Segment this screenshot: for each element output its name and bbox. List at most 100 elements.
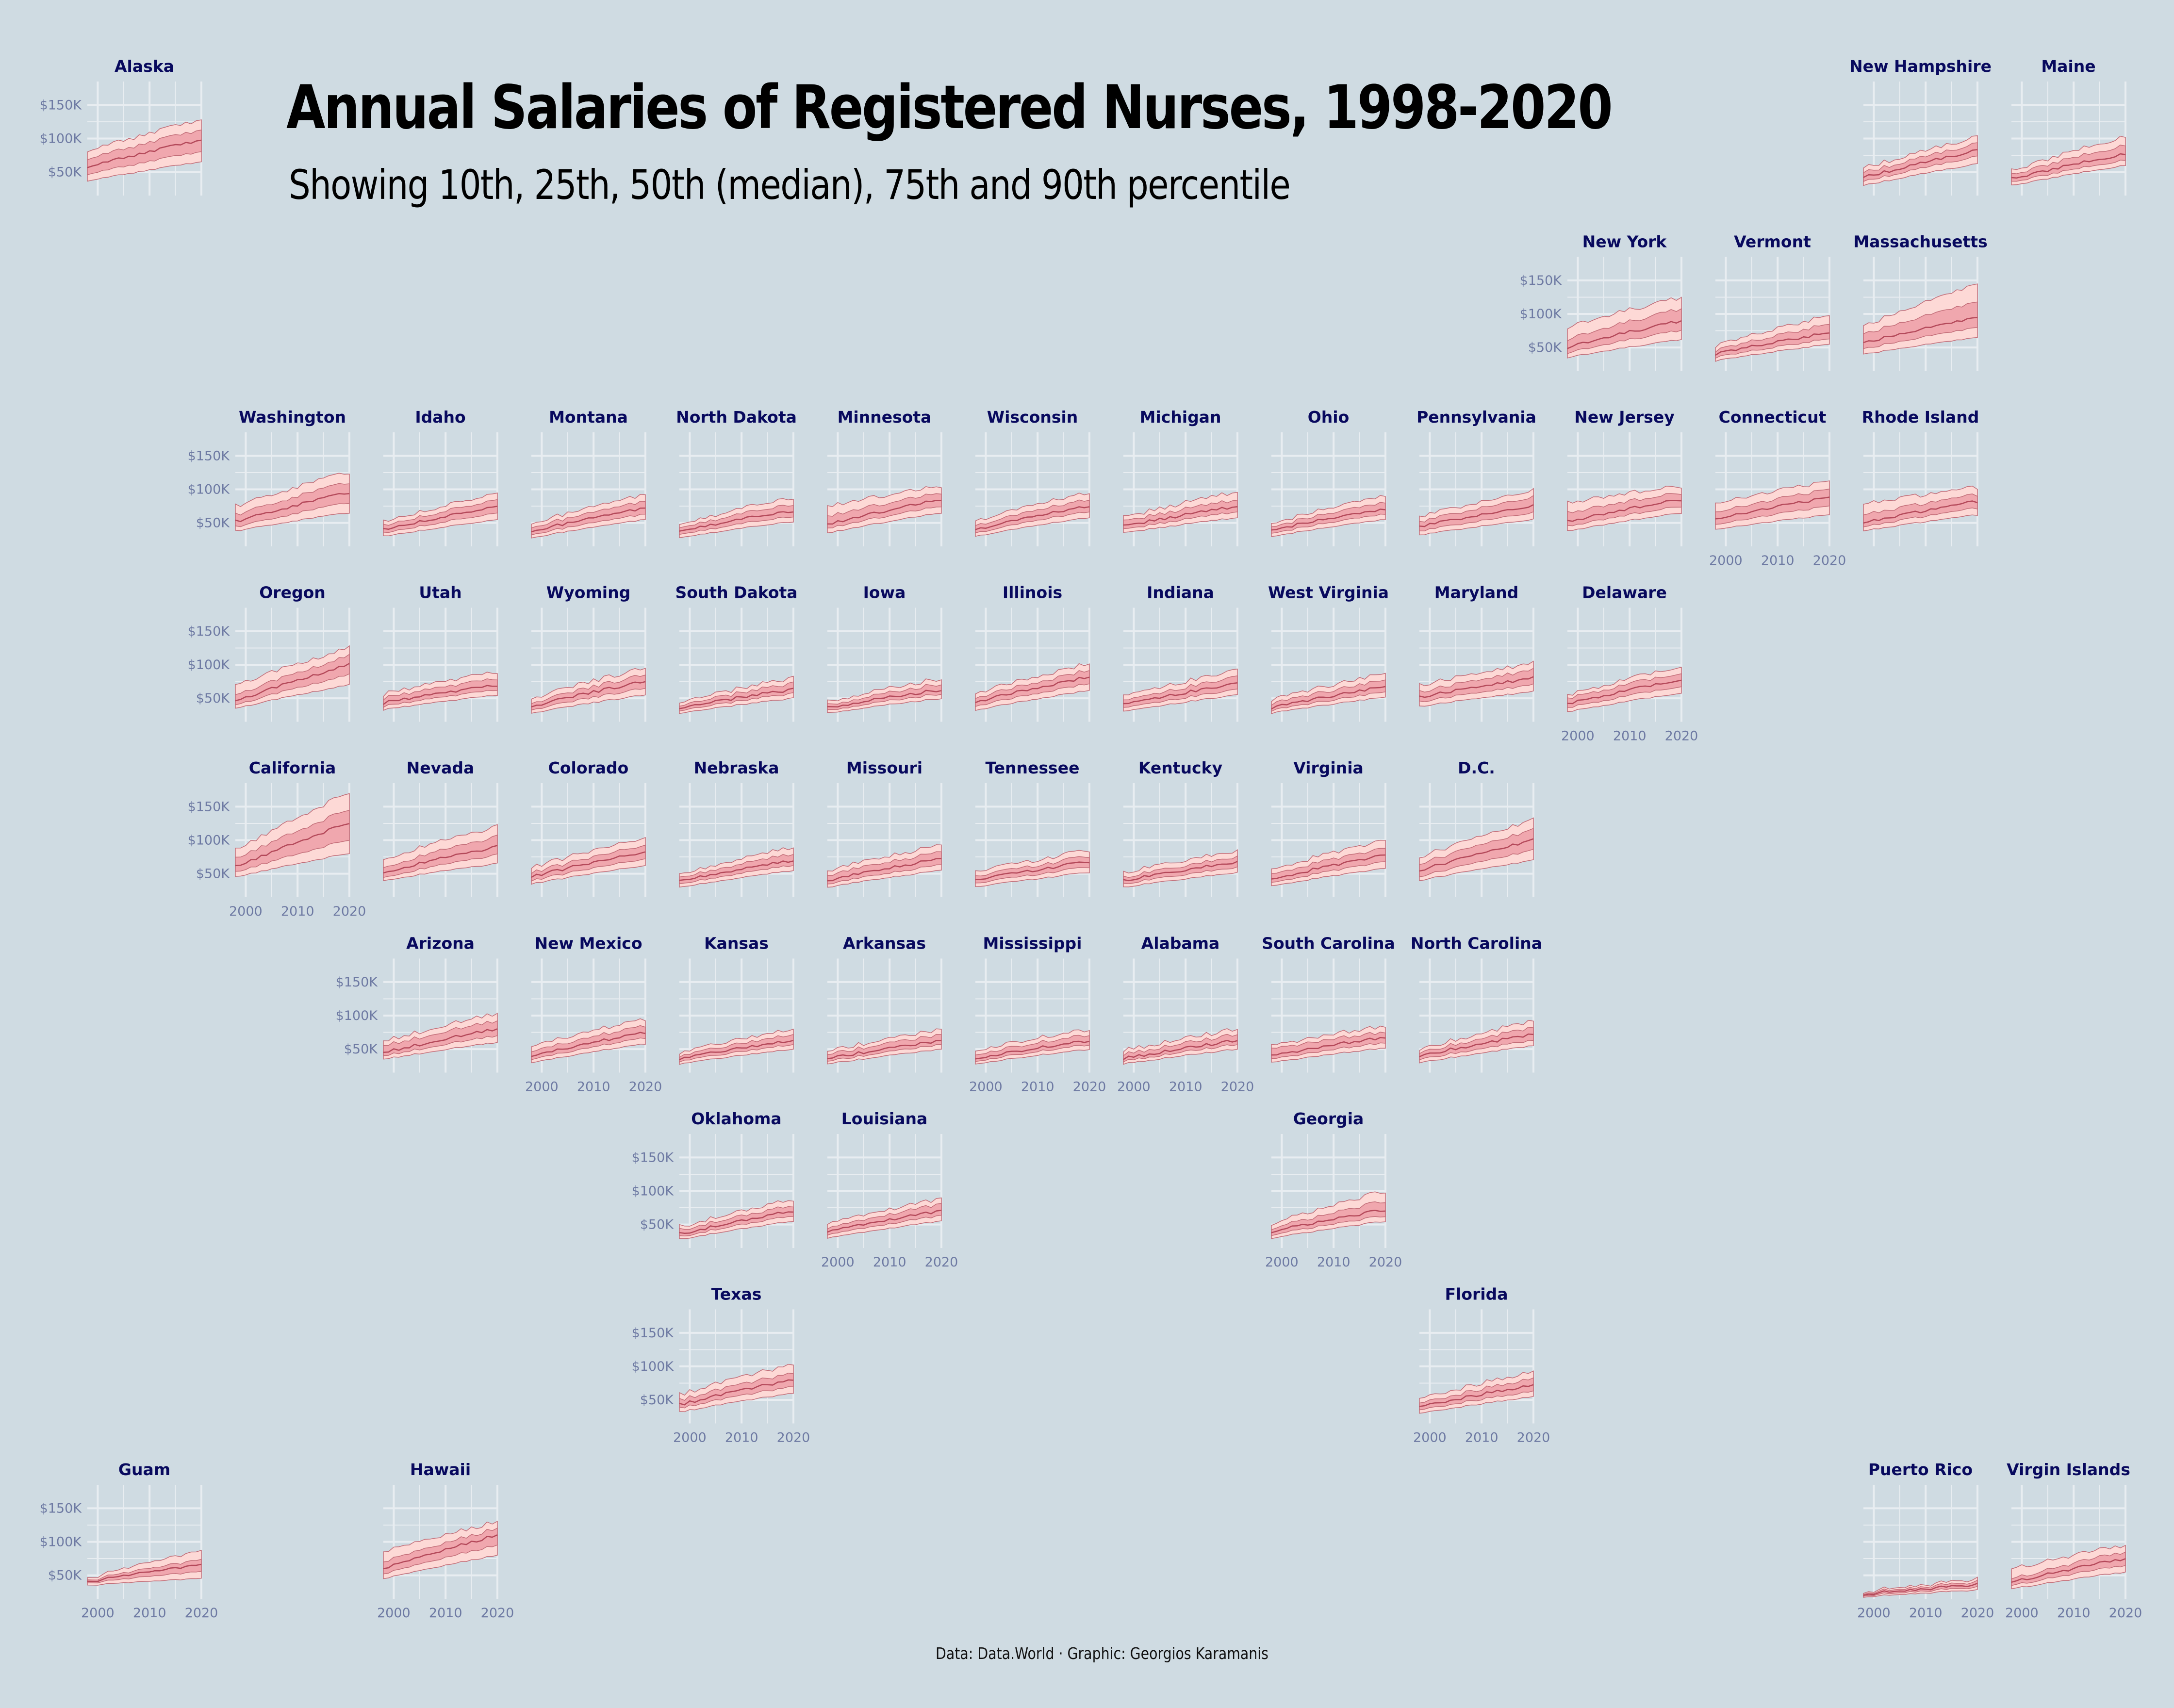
state-label: Wisconsin [987, 408, 1078, 427]
state-label: Maryland [1434, 583, 1519, 602]
y-tick-label: $50K [196, 691, 231, 706]
x-tick-label: 2020 [925, 1255, 958, 1270]
band-p25-p75 [1123, 499, 1238, 529]
panel-alaska: Alaska $50K $100K $150K [40, 57, 202, 196]
band-p25-p75 [1271, 502, 1386, 534]
state-label: Oklahoma [691, 1109, 781, 1128]
y-tick-label: $150K [632, 1150, 675, 1165]
median-line [1419, 1033, 1534, 1057]
panel-guam: Guam $50K $100K $150K 2000 2010 2020 [40, 1460, 218, 1621]
state-label: Virgin Islands [2007, 1460, 2130, 1479]
panel-oklahoma: Oklahoma $50K $100K $150K [632, 1109, 794, 1248]
state-label: Florida [1445, 1285, 1508, 1304]
x-tick-label: 2020 [777, 1430, 810, 1445]
y-tick-label: $150K [336, 975, 379, 990]
x-tick-label: 2010 [873, 1255, 906, 1270]
state-label: Montana [549, 408, 628, 427]
state-label: Wyoming [546, 583, 630, 602]
state-label: Oregon [259, 583, 326, 602]
x-tick-label: 2000 [2005, 1606, 2039, 1621]
x-tick-label: 2020 [1813, 553, 1846, 568]
state-label: Ohio [1308, 408, 1350, 427]
panel-new-jersey: New Jersey [1567, 408, 1682, 546]
x-tick-label: 2000 [1561, 729, 1595, 744]
band-p25-p75 [1567, 673, 1682, 708]
y-tick-label: $150K [1520, 273, 1563, 288]
x-tick-label: 2020 [629, 1080, 662, 1095]
panel-delaware: Delaware 2000 2010 2020 [1561, 583, 1698, 744]
y-tick-label: $100K [188, 657, 231, 673]
y-tick-label: $50K [48, 1568, 82, 1583]
median-line [679, 1379, 794, 1406]
median-line [1715, 332, 1830, 356]
y-tick-label: $50K [196, 516, 231, 531]
panel-ohio: Ohio [1271, 408, 1386, 546]
median-line [975, 861, 1090, 880]
state-label: Alaska [115, 57, 174, 76]
y-tick-label: $50K [344, 1042, 379, 1057]
y-tick-label: $150K [40, 98, 82, 113]
median-line [827, 1210, 942, 1233]
median-line [531, 681, 646, 707]
band-p25-p75 [1123, 1034, 1238, 1063]
median-line [1123, 1040, 1238, 1060]
panel-michigan: Michigan [1123, 408, 1238, 546]
state-label: North Dakota [676, 408, 797, 427]
x-tick-label: 2020 [1221, 1080, 1254, 1095]
y-tick-label: $100K [188, 482, 231, 497]
band-p25-p75 [1123, 675, 1238, 708]
panel-pennsylvania: Pennsylvania [1416, 408, 1536, 546]
panel-montana: Montana [531, 408, 646, 546]
panel-arizona: Arizona $50K $100K $150K [336, 934, 498, 1073]
state-label: Mississippi [983, 934, 1082, 953]
panel-south-carolina: South Carolina [1262, 934, 1395, 1073]
state-label: Virginia [1293, 758, 1364, 777]
state-label: Alabama [1141, 934, 1220, 953]
y-tick-label: $50K [640, 1217, 675, 1232]
median-line [679, 860, 794, 881]
page-subtitle: Showing 10th, 25th, 50th (median), 75th … [289, 161, 1291, 209]
state-label: New Jersey [1574, 408, 1674, 427]
median-line [1863, 316, 1978, 344]
y-tick-label: $100K [40, 1535, 82, 1550]
panel-massachusetts: Massachusetts [1853, 232, 1988, 371]
state-label: Michigan [1140, 408, 1221, 427]
panel-minnesota: Minnesota [827, 408, 942, 546]
state-label: Idaho [415, 408, 465, 427]
median-line [2011, 1558, 2126, 1583]
median-line [1567, 500, 1682, 522]
state-label: Kansas [704, 934, 769, 953]
y-tick-label: $150K [188, 624, 231, 639]
median-line [1271, 1037, 1386, 1056]
median-line [1271, 1210, 1386, 1233]
median-line [1715, 496, 1830, 520]
y-tick-label: $150K [188, 448, 231, 463]
band-p25-p75 [1123, 855, 1238, 885]
state-label: West Virginia [1268, 583, 1389, 602]
state-label: Tennessee [986, 758, 1080, 777]
panel-arkansas: Arkansas [827, 934, 942, 1073]
panel-utah: Utah [383, 583, 498, 722]
median-line [679, 511, 794, 532]
panel-north-dakota: North Dakota [676, 408, 797, 546]
panel-vermont: Vermont [1715, 232, 1830, 371]
state-label: Louisiana [841, 1109, 928, 1128]
band-p25-p75 [2011, 1551, 2126, 1586]
state-label: Colorado [548, 758, 629, 777]
band-p25-p75 [1567, 493, 1682, 526]
state-label: Missouri [846, 758, 922, 777]
median-line [1123, 861, 1238, 882]
x-tick-label: 2000 [821, 1255, 855, 1270]
x-tick-label: 2000 [1709, 553, 1743, 568]
band-p25-p75 [1419, 494, 1534, 532]
median-line [1863, 1582, 1978, 1596]
panel-north-carolina: North Carolina [1411, 934, 1542, 1073]
state-label: New Hampshire [1849, 57, 1992, 76]
x-tick-label: 2020 [1517, 1430, 1550, 1445]
x-tick-label: 2020 [2109, 1606, 2142, 1621]
band-p25-p75 [1419, 1027, 1534, 1061]
y-tick-label: $150K [40, 1501, 82, 1516]
state-label: Nevada [407, 758, 475, 777]
panel-nevada: Nevada [383, 758, 498, 897]
